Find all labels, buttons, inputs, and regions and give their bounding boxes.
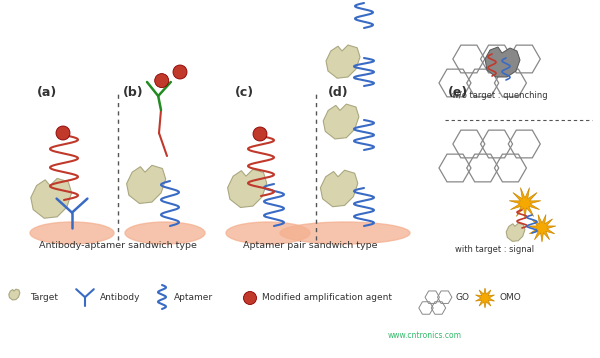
Text: with target : signal: with target : signal [455, 245, 534, 254]
Polygon shape [485, 47, 520, 77]
Polygon shape [127, 165, 166, 203]
Text: Aptamer: Aptamer [174, 294, 213, 303]
Circle shape [155, 74, 169, 88]
Circle shape [173, 65, 187, 79]
Polygon shape [528, 214, 556, 242]
Text: (e): (e) [448, 86, 468, 99]
Circle shape [56, 126, 70, 140]
Text: w/o target : quenching: w/o target : quenching [452, 91, 548, 100]
Ellipse shape [226, 222, 310, 244]
Circle shape [244, 291, 257, 305]
Text: GO: GO [455, 294, 469, 303]
Polygon shape [475, 288, 494, 308]
Text: (d): (d) [328, 86, 349, 99]
Text: Antibody: Antibody [100, 294, 140, 303]
Polygon shape [31, 178, 71, 218]
Ellipse shape [280, 222, 410, 244]
Polygon shape [509, 188, 541, 219]
Polygon shape [506, 223, 525, 241]
Text: Modified amplification agent: Modified amplification agent [262, 294, 392, 303]
Polygon shape [9, 289, 20, 300]
Text: Antibody-aptamer sandwich type: Antibody-aptamer sandwich type [39, 241, 197, 250]
Text: (b): (b) [123, 86, 143, 99]
Polygon shape [323, 104, 359, 139]
Circle shape [253, 127, 267, 141]
Text: Target: Target [30, 294, 58, 303]
Text: OMO: OMO [500, 294, 522, 303]
Polygon shape [326, 45, 360, 78]
Polygon shape [320, 170, 358, 207]
Text: (a): (a) [37, 86, 57, 99]
Text: Aptamer pair sandwich type: Aptamer pair sandwich type [243, 241, 377, 250]
Text: www.cntronics.com: www.cntronics.com [388, 331, 462, 340]
Ellipse shape [125, 222, 205, 244]
Ellipse shape [30, 222, 114, 244]
Polygon shape [227, 169, 266, 208]
Text: (c): (c) [235, 86, 254, 99]
